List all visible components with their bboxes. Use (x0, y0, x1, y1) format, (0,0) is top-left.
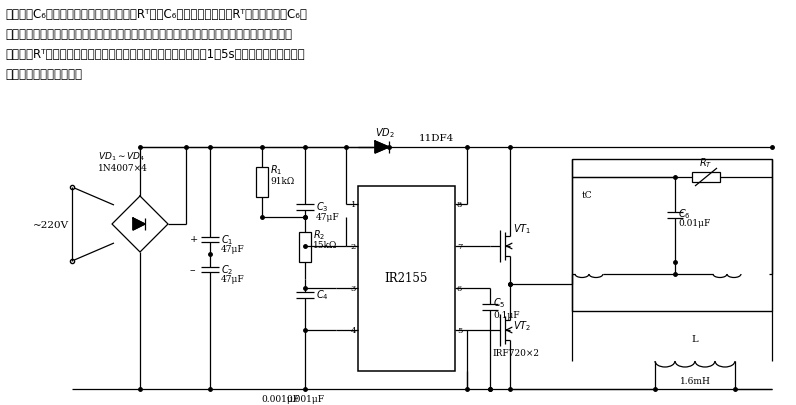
Text: 升至额定值，灯管点亮。: 升至额定值，灯管点亮。 (5, 68, 82, 81)
Bar (299, 232, 311, 262)
Text: $R_T$: $R_T$ (700, 156, 712, 169)
Text: 7: 7 (457, 243, 462, 250)
Text: 0.001μF: 0.001μF (286, 394, 324, 403)
Text: $C_5$: $C_5$ (493, 295, 505, 309)
Text: 47μF: 47μF (221, 275, 244, 284)
Polygon shape (133, 218, 145, 230)
Text: 其电流使Rᵀ加热，阵值变大，荬光灯管两端的电压也逐渐升高，1．5s后，灯管两端的电压上: 其电流使Rᵀ加热，阵值变大，荬光灯管两端的电压也逐渐升高，1．5s后，灯管两端的… (5, 48, 305, 61)
Text: 91kΩ: 91kΩ (270, 176, 295, 185)
Text: $VD_2$: $VD_2$ (375, 126, 395, 140)
Text: tC: tC (582, 191, 593, 200)
Text: 0.001μF: 0.001μF (261, 394, 299, 403)
Text: $VT_1$: $VT_1$ (513, 222, 531, 235)
Text: –: – (190, 264, 196, 274)
Bar (692, 173, 720, 183)
Text: 15kΩ: 15kΩ (313, 241, 338, 250)
Text: L: L (692, 335, 698, 344)
Text: 3: 3 (350, 284, 356, 292)
Text: 8: 8 (457, 200, 462, 209)
Text: 0.1μF: 0.1μF (493, 310, 520, 319)
Text: 1: 1 (350, 200, 356, 209)
Text: 4: 4 (350, 326, 356, 334)
Bar (572, 160, 772, 311)
Text: $C_1$: $C_1$ (221, 232, 233, 246)
Text: 2: 2 (351, 243, 356, 250)
Text: $VT_2$: $VT_2$ (513, 318, 531, 332)
Text: IRF720×2: IRF720×2 (492, 347, 539, 357)
Text: 0.01μF: 0.01μF (678, 219, 710, 228)
Text: 5: 5 (457, 326, 462, 334)
Text: 光灯接在C₆两端，正温度系数的热敏电阵Rᵀ也与C₆并联。在冷态下，Rᵀ的阵值很小，C₆两: 光灯接在C₆两端，正温度系数的热敏电阵Rᵀ也与C₆并联。在冷态下，Rᵀ的阵值很小… (5, 8, 307, 21)
Text: 47μF: 47μF (316, 212, 340, 221)
Text: $C_2$: $C_2$ (221, 262, 233, 276)
Bar (256, 168, 268, 198)
Text: $R_2$: $R_2$ (313, 228, 326, 241)
Text: $C_4$: $C_4$ (316, 288, 329, 301)
Text: 1.6mH: 1.6mH (680, 377, 711, 386)
Text: 11DF4: 11DF4 (419, 133, 454, 142)
Bar (358, 187, 455, 371)
Text: $C_6$: $C_6$ (678, 207, 691, 220)
Text: IR2155: IR2155 (384, 272, 427, 285)
Polygon shape (375, 142, 389, 153)
Text: 1N4007×4: 1N4007×4 (98, 163, 148, 172)
Text: 端的电压也很低。因此，在电源刚接通时，荬光灯管两端的电压是很低的。随着时间的增长，: 端的电压也很低。因此，在电源刚接通时，荬光灯管两端的电压是很低的。随着时间的增长… (5, 28, 292, 41)
Text: 47μF: 47μF (221, 245, 244, 254)
Text: $R_1$: $R_1$ (270, 163, 283, 177)
Text: 6: 6 (457, 284, 462, 292)
Text: $C_3$: $C_3$ (316, 200, 329, 213)
Text: ~220V: ~220V (33, 220, 69, 229)
Text: +: + (190, 234, 198, 243)
Text: $VD_1{\sim}VD_4$: $VD_1{\sim}VD_4$ (98, 150, 145, 163)
